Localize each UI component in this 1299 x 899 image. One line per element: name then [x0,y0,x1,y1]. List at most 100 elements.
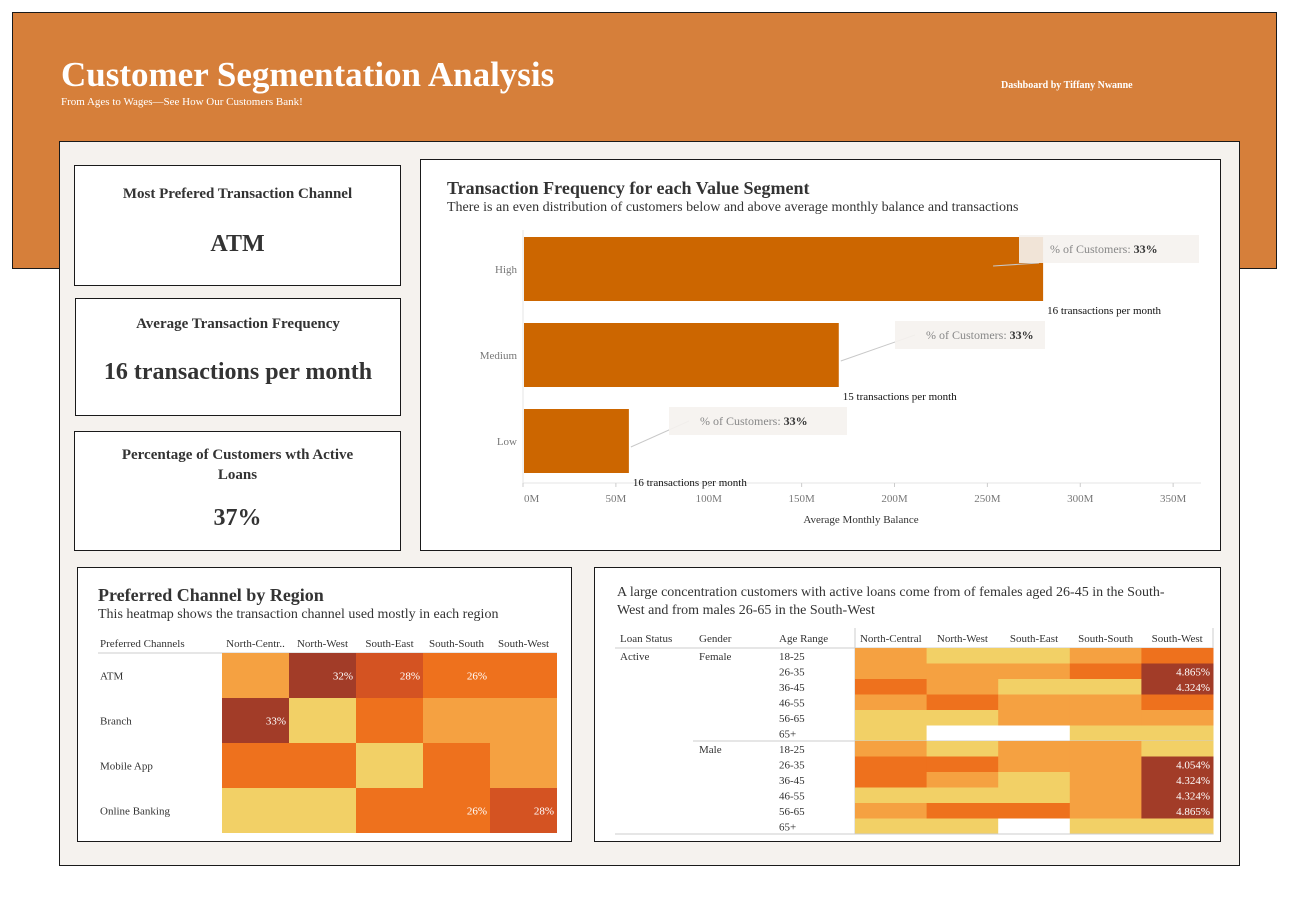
loan-column-header: South-East [1010,633,1058,645]
annotation-box [895,321,1045,349]
loan-heat-cell [1141,710,1214,726]
region-cell-label: 32% [333,671,353,683]
kpi-channel-value: ATM [210,231,265,257]
x-tick-label: 150M [788,493,815,505]
x-tick-label: 350M [1160,493,1187,505]
region-heat-cell [356,743,423,788]
loan-heat-cell [926,648,999,664]
loan-gender-label: Female [699,651,731,663]
region-column-header: South-West [498,638,549,650]
loan-heat-cell [998,694,1071,711]
region-cell-label: 28% [400,671,420,683]
bar-value-label: 16 transactions per month [633,477,747,489]
loan-heat-cell [998,663,1071,680]
loan-heat-cell [1069,741,1142,757]
loan-age-label: 56-65 [779,806,805,818]
region-heat-cell [356,788,423,833]
bar-category-label: Medium [480,350,518,362]
loan-column-header: South-South [1078,633,1134,645]
bar-low [524,409,629,473]
loan-age-label: 36-45 [779,682,805,694]
loan-heat-cell [1141,725,1214,742]
loan-heat-cell [998,787,1071,804]
region-row-label: Mobile App [100,761,153,773]
loan-heat-cell [998,818,1071,835]
loan-age-label: 26-35 [779,760,805,772]
loan-header-label: Loan Status [620,633,672,645]
loan-heat-cell [1069,803,1142,819]
loan-heat-cell [998,803,1071,819]
loan-heat-cell [1141,741,1214,757]
region-cell-label: 28% [534,806,554,818]
loan-cell-label: 4.865% [1176,667,1210,679]
loan-heat-cell [855,787,928,804]
bar-category-label: Low [497,436,517,448]
loan-heat-cell [855,694,928,711]
loan-heat-cell [1141,818,1214,835]
region-column-header: North-West [297,638,348,650]
loan-heat-cell [855,679,928,695]
x-tick-label: 0M [524,493,540,505]
loan-heat-cell [1141,663,1214,680]
region-heatmap-title: Preferred Channel by Region [98,585,324,605]
kpi-loans-value: 37% [213,505,262,531]
loan-heat-cell [855,725,928,742]
annotation-leader-line [993,262,1040,267]
region-heat-cell [289,698,356,743]
region-heat-cell [490,653,557,698]
loan-heat-cell [1141,694,1214,711]
region-heat-cell [289,743,356,788]
loan-status-label: Active [620,651,649,663]
region-column-header: South-South [429,638,485,650]
region-row-label: Branch [100,716,132,728]
dashboard-title: Customer Segmentation Analysis [61,55,555,94]
loan-heat-cell [1141,803,1214,819]
dashboard-subtitle: From Ages to Wages—See How Our Customers… [61,96,303,108]
region-heat-cell [289,788,356,833]
loan-heat-cell [998,741,1071,757]
loan-age-label: 46-55 [779,791,805,803]
kpi-loans-title: Percentage of Customers wth Active Loans [121,447,354,483]
loan-heat-cell [1069,772,1142,788]
x-tick-label: 100M [696,493,723,505]
region-heatmap-card: Preferred Channel by Region This heatmap… [77,567,572,842]
region-heat-cell [222,743,289,788]
region-heat-cell [222,653,289,698]
loan-heat-cell [998,710,1071,726]
kpi-frequency-value: 16 transactions per month [103,359,373,385]
loan-heat-cell [1141,756,1214,773]
loan-heat-cell [1141,679,1214,695]
bar-value-label: 16 transactions per month [1047,305,1161,317]
region-heat-cell [490,698,557,743]
loan-heat-cell [1069,818,1142,835]
loan-age-label: 18-25 [779,651,805,663]
region-heat-cell [222,698,289,743]
loan-heat-cell [1069,787,1142,804]
region-heat-cell [490,788,557,833]
region-row-header: Preferred Channels [100,638,185,650]
kpi-card-frequency: Average Transaction Frequency 16 transac… [75,298,401,416]
region-column-header: North-Centr.. [226,638,285,650]
kpi-card-loans: Percentage of Customers wth Active Loans… [74,431,401,551]
loan-heat-cell [1069,648,1142,664]
loan-heat-cell [855,710,928,726]
loan-age-label: 65+ [779,822,796,834]
loan-heat-cell [1141,772,1214,788]
loan-heat-cell [855,772,928,788]
loan-heat-cell [1069,756,1142,773]
loan-age-label: 46-55 [779,698,805,710]
region-cell-label: 26% [467,806,487,818]
loan-heat-cell [926,818,999,835]
bar-category-label: High [495,264,518,276]
bar-chart-card: Transaction Frequency for each Value Seg… [420,159,1221,551]
loan-column-header: South-West [1152,633,1203,645]
loan-heat-cell [998,772,1071,788]
loan-heat-cell [855,756,928,773]
loan-heat-cell [1069,725,1142,742]
bar-chart-subtitle: There is an even distribution of custome… [447,200,1019,215]
annotation-box [1019,235,1199,263]
loan-gender-label: Male [699,744,722,756]
loan-heat-cell [998,679,1071,695]
loan-heat-cell [926,756,999,773]
kpi-channel-title: Most Prefered Transaction Channel [122,186,353,202]
